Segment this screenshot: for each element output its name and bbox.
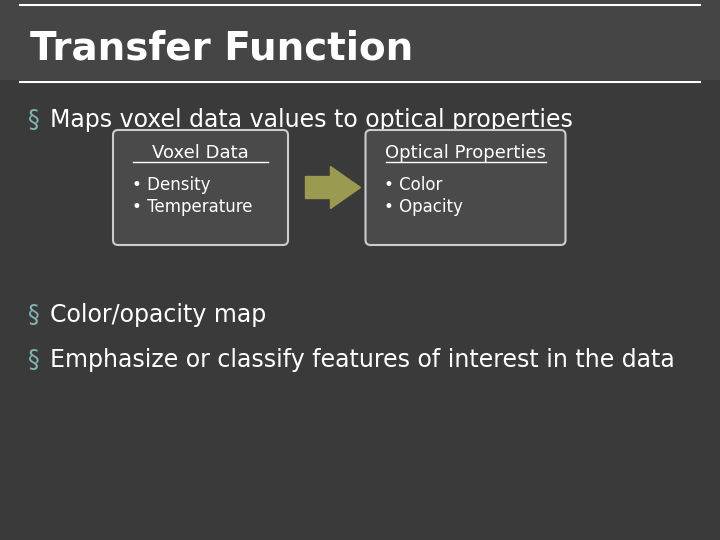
Text: Maps voxel data values to optical properties: Maps voxel data values to optical proper… xyxy=(50,108,573,132)
Text: Color/opacity map: Color/opacity map xyxy=(50,303,266,327)
Text: • Density: • Density xyxy=(132,176,210,194)
FancyBboxPatch shape xyxy=(366,130,565,245)
Text: §: § xyxy=(28,303,40,327)
Polygon shape xyxy=(305,166,361,208)
Text: • Color: • Color xyxy=(384,176,443,194)
Text: Voxel Data: Voxel Data xyxy=(152,144,249,162)
FancyBboxPatch shape xyxy=(0,0,720,80)
Text: Transfer Function: Transfer Function xyxy=(30,29,413,67)
Text: §: § xyxy=(28,108,40,132)
Text: • Temperature: • Temperature xyxy=(132,198,253,216)
Text: • Opacity: • Opacity xyxy=(384,198,464,216)
Text: Optical Properties: Optical Properties xyxy=(385,144,546,162)
Text: §: § xyxy=(28,348,40,372)
Text: Emphasize or classify features of interest in the data: Emphasize or classify features of intere… xyxy=(50,348,675,372)
FancyBboxPatch shape xyxy=(113,130,288,245)
